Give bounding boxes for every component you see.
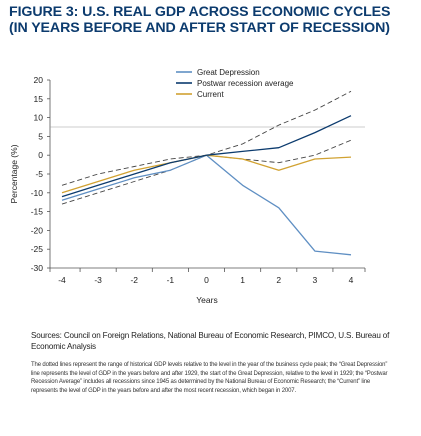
y-tick-label: 15 xyxy=(34,94,44,104)
series-line-postwar-recession-average xyxy=(61,115,352,198)
legend-label: Postwar recession average xyxy=(197,79,294,88)
y-tick-label: 10 xyxy=(34,113,44,123)
x-tick-label: -3 xyxy=(94,275,102,285)
sources-text: Sources: Council on Foreign Relations, N… xyxy=(31,331,390,351)
y-tick-label: -15 xyxy=(31,207,44,217)
series-group xyxy=(61,90,352,256)
y-ticks: 20 15 10 5 0 -5 -10 -15 -20 -25 -30 xyxy=(31,75,50,273)
x-tick-label: -2 xyxy=(130,275,138,285)
figure-title-line-2: (IN YEARS BEFORE AND AFTER START OF RECE… xyxy=(9,20,390,36)
y-axis: 20 15 10 5 0 -5 -10 -15 -20 -25 -30 Percentage (%) xyxy=(9,75,51,273)
x-tick-label: 0 xyxy=(204,275,209,285)
chart-note: The dotted lines represent the range of … xyxy=(31,362,388,394)
x-tick-label: 3 xyxy=(313,275,318,285)
x-tick-label: 4 xyxy=(349,275,354,285)
range-band-line xyxy=(61,139,352,205)
series-line-great-depression xyxy=(61,154,352,256)
legend: Great Depression Postwar recession averag… xyxy=(176,68,294,99)
y-axis-label: Percentage (%) xyxy=(9,144,19,203)
y-tick-label: -5 xyxy=(35,169,43,179)
y-tick-label: -10 xyxy=(31,188,44,198)
y-tick-label: 5 xyxy=(38,131,43,141)
figure-title-line-1: FIGURE 3: U.S. REAL GDP ACROSS ECONOMIC … xyxy=(9,4,391,20)
legend-label: Great Depression xyxy=(197,68,260,77)
y-tick-label: -30 xyxy=(31,263,44,273)
range-band-line xyxy=(61,90,352,186)
y-tick-label: -25 xyxy=(31,244,44,254)
x-tick-label: 2 xyxy=(276,275,281,285)
x-tick-label: -4 xyxy=(58,275,66,285)
x-tick-label: 1 xyxy=(240,275,245,285)
x-axis: -4 -3 -2 -1 0 1 2 3 4 Years xyxy=(49,267,366,305)
y-tick-label: 20 xyxy=(34,75,44,85)
x-tick-label: -1 xyxy=(167,275,175,285)
y-tick-label: -20 xyxy=(31,225,44,235)
legend-label: Current xyxy=(197,90,224,99)
x-axis-label: Years xyxy=(196,295,217,305)
y-tick-label: 0 xyxy=(38,150,43,160)
x-ticks: -4 -3 -2 -1 0 1 2 3 4 xyxy=(49,268,366,285)
figure-title: FIGURE 3: U.S. REAL GDP ACROSS ECONOMIC … xyxy=(9,4,414,36)
